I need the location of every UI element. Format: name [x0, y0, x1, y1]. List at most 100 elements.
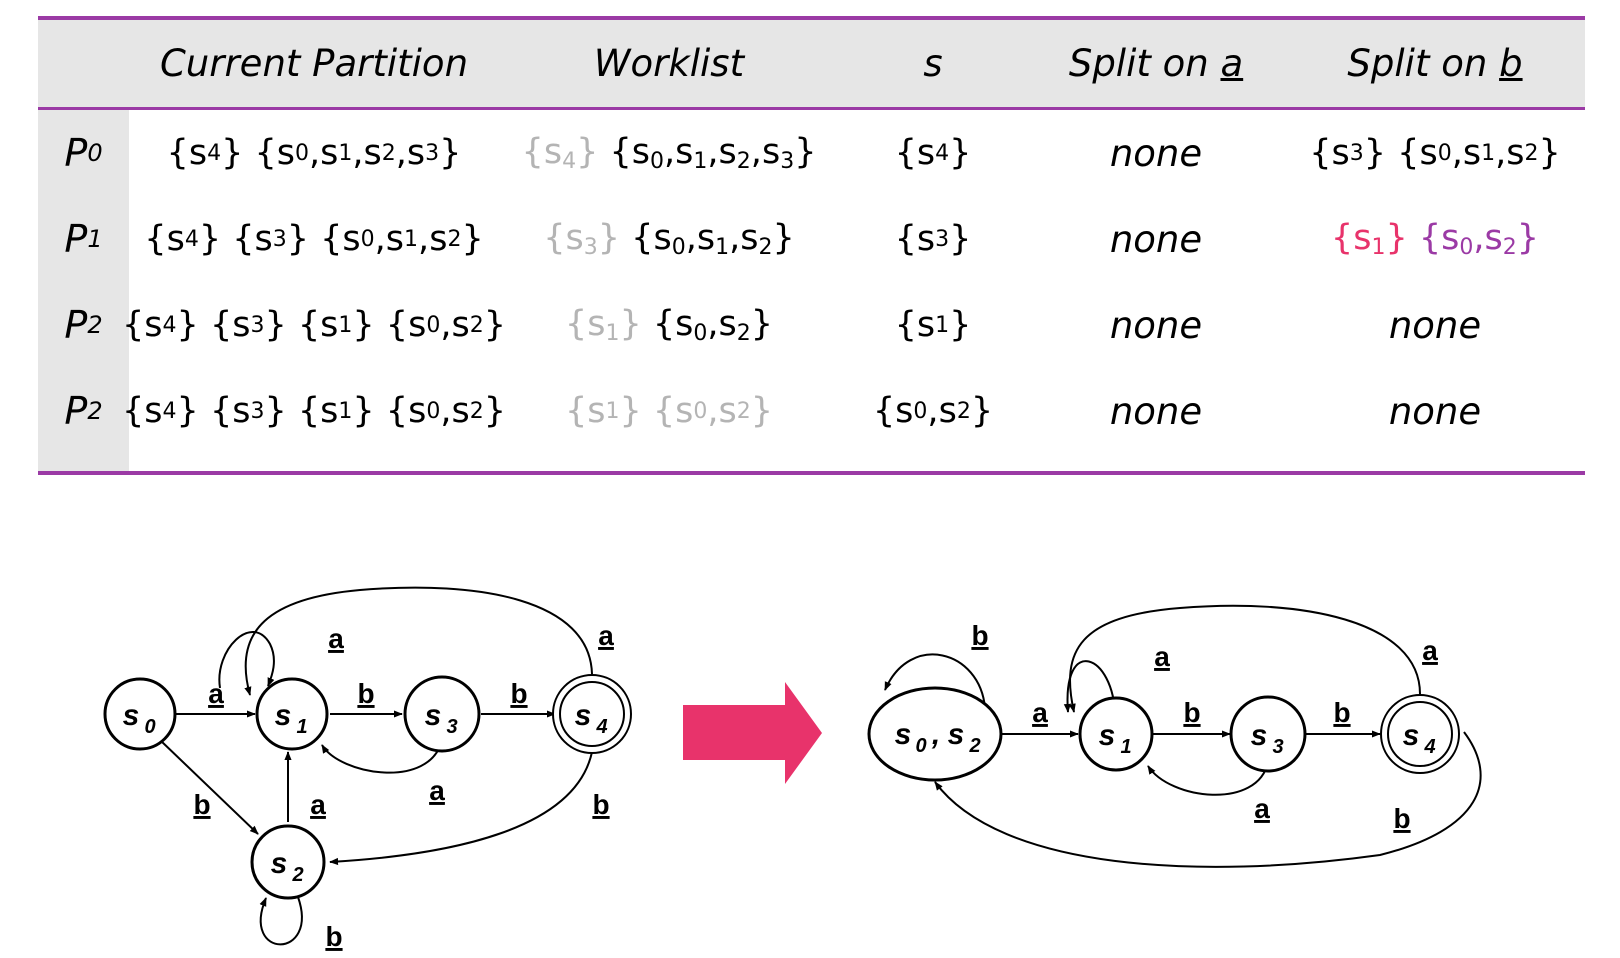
row1-split-b: {s1} {s0,s2}: [1285, 196, 1585, 282]
state-index: 1: [605, 398, 620, 424]
state-s1: s 1: [255, 677, 329, 751]
state-index: 3: [250, 312, 265, 338]
row1-partition: {s 4} {s 3} {s 0 ,s 1 ,s 2}: [144, 219, 484, 259]
state-label: s: [271, 847, 288, 880]
label-s1-s3: b: [357, 678, 374, 709]
state-index: 2: [469, 312, 484, 338]
state-separator: ,: [931, 718, 940, 751]
state-s3: s 3: [1229, 695, 1307, 773]
row-label-subscript: 2: [87, 397, 103, 425]
row3-partition: {s 4} {s 3} {s 1} {s 0 ,s 2}: [122, 391, 506, 431]
state-index: 1: [935, 312, 950, 338]
state-inner-ring: [559, 681, 625, 747]
header-current-partition: Current Partition: [159, 42, 469, 85]
row2-partition: {s 4} {s 3} {s 1} {s 0 ,s 2}: [122, 305, 506, 345]
state-index: 1: [605, 321, 620, 346]
header-split-a-symbol: a: [1220, 42, 1244, 85]
state-circle: [255, 677, 329, 751]
row2-s: {s 1}: [894, 305, 972, 345]
state-circle: [403, 675, 481, 753]
row0-split-a: none: [1109, 131, 1203, 175]
row1-split-b-first: {s1}: [1330, 218, 1408, 260]
state-s4-accepting: s 4: [552, 674, 632, 754]
edge-s4-s2: [329, 751, 593, 866]
row-label-letter: P: [64, 217, 88, 261]
label-s0-s1: a: [208, 678, 224, 709]
state-index: 4: [935, 140, 950, 166]
edge-s1-self: [218, 631, 275, 689]
state-index: 2: [1524, 140, 1539, 166]
state-subscript: 4: [1423, 736, 1435, 758]
header-s: s: [923, 42, 943, 85]
state-index: 0: [671, 235, 686, 260]
bottom-rule: [38, 471, 1585, 475]
state-index: 1: [693, 149, 708, 174]
state-subscript: 3: [446, 716, 457, 738]
state-s3: s 3: [403, 675, 481, 753]
state-index: 0: [650, 149, 665, 174]
state-subscript: 0: [144, 716, 155, 738]
label-s3-s4: b: [510, 678, 527, 709]
label-s4-s02: b: [1393, 803, 1410, 834]
row2-split-b: none: [1388, 303, 1482, 347]
label-s2-s1: a: [310, 789, 326, 820]
left-dfa-edge-labels: a b b a a a b a b b: [193, 620, 614, 952]
state-label: s: [575, 699, 592, 732]
edge-s4-s1: [244, 586, 593, 696]
state-index: 2: [736, 321, 751, 346]
label-s3-s1: a: [429, 775, 445, 806]
header-split-on-b: Split on b: [1285, 20, 1585, 107]
state-index: 1: [1371, 235, 1386, 260]
state-index: 2: [1502, 235, 1517, 260]
edge-s02-self: [884, 653, 986, 709]
header-background: [38, 20, 1585, 107]
state-label: s: [895, 718, 912, 751]
header-rule: [38, 107, 1585, 110]
state-index: 3: [583, 235, 598, 260]
state-index: 3: [780, 149, 795, 174]
row-label-background: [38, 110, 129, 471]
row-label-letter: P: [64, 131, 88, 175]
row3-split-b: none: [1388, 389, 1482, 433]
row-label-letter: P: [64, 389, 88, 433]
state-index: 0: [426, 312, 441, 338]
state-label: s: [425, 699, 442, 732]
row3-s: {s 0 ,s 2}: [872, 391, 994, 431]
state-inner-ring: [1387, 701, 1453, 767]
row2-worklist-removed: {s1}: [564, 304, 642, 346]
state-index: 1: [1481, 140, 1496, 166]
state-subscript: 0: [915, 735, 926, 757]
label-s4-s1: a: [598, 620, 614, 651]
row1-worklist-removed: {s3}: [543, 218, 621, 260]
edge-s1-self: [1063, 660, 1116, 717]
state-subscript-2: 2: [968, 735, 980, 757]
row0-partition: {s 4} {s 0 ,s 1 ,s 2 ,s 3}: [166, 133, 462, 173]
state-index: 1: [338, 312, 353, 338]
label-s4-s2: b: [592, 789, 609, 820]
edge-s2-self: [259, 896, 303, 946]
edge-s4-s02: [934, 731, 1482, 868]
state-circle: [103, 677, 177, 751]
state-subscript: 2: [291, 864, 303, 886]
label-s02-self: b: [971, 620, 988, 651]
right-dfa-states: s 0 , s 2 s 1 s 3 s 4: [867, 686, 1460, 782]
state-index: 2: [381, 140, 396, 166]
row-label-letter: P: [64, 303, 88, 347]
left-dfa-states: s 0 s 1 s 3 s 4 s 2: [103, 674, 632, 900]
state-index: 4: [162, 398, 177, 424]
row1-s: {s 3}: [894, 219, 972, 259]
label-s1-self: a: [1154, 641, 1170, 672]
row2-worklist-remaining: {s0,s2}: [652, 304, 774, 346]
state-index: 3: [250, 398, 265, 424]
row-label-subscript: 1: [87, 225, 103, 253]
header-split-b-symbol: b: [1499, 42, 1523, 85]
state-s0: s 0: [103, 677, 177, 751]
state-circle: [250, 824, 326, 900]
state-index: 2: [956, 398, 971, 424]
state-subscript: 4: [595, 716, 607, 738]
state-index: 4: [184, 226, 199, 252]
state-index: 0: [426, 398, 441, 424]
state-index: 2: [469, 398, 484, 424]
state-index: 0: [295, 140, 309, 166]
